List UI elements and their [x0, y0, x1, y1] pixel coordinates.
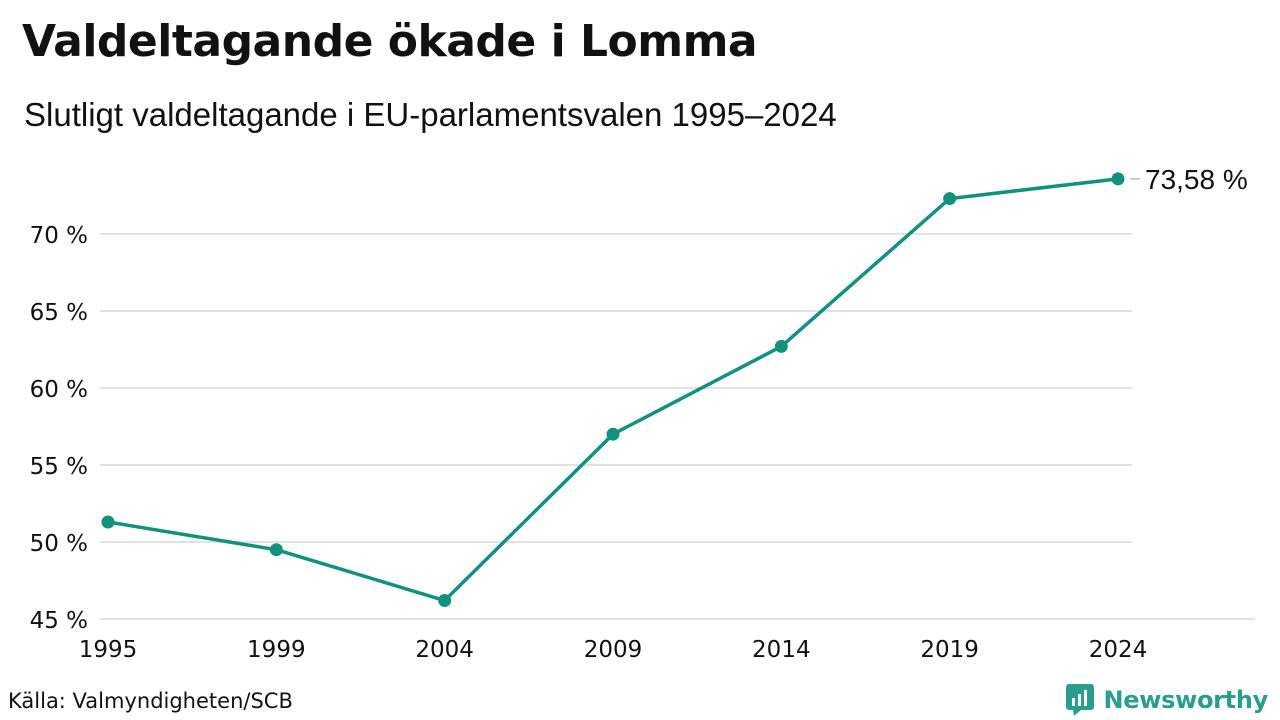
y-tick-label: 50 %: [30, 531, 88, 557]
chart-title: Valdeltagande ökade i Lomma: [22, 16, 758, 67]
data-point-2009: [606, 427, 620, 441]
chart-subtitle: Slutligt valdeltagande i EU-parlamentsva…: [24, 96, 837, 133]
data-point-1999: [269, 543, 283, 557]
brand-name: Newsworthy: [1103, 686, 1268, 714]
end-label-group: 73,58 %: [1130, 164, 1248, 195]
data-point-2014: [774, 339, 788, 353]
axis-labels: 45 % 50 % 55 % 60 % 65 % 70 % 1995 1999 2004 2009…: [30, 223, 1148, 663]
x-tick-label: 1995: [79, 637, 138, 663]
y-tick-label: 60 %: [30, 377, 88, 403]
x-tick-label: 1999: [247, 637, 306, 663]
end-value-label: 73,58 %: [1145, 164, 1248, 195]
source-note: Källa: Valmyndigheten/SCB: [8, 689, 293, 713]
data-point-1995: [101, 515, 115, 529]
newsworthy-logo-icon: [1066, 684, 1095, 716]
line-chart: 45 % 50 % 55 % 60 % 65 % 70 % 1995 1999 2004 2009…: [30, 164, 1255, 663]
data-point-2004: [438, 594, 452, 608]
x-tick-label: 2024: [1089, 637, 1148, 663]
y-tick-label: 55 %: [30, 454, 88, 480]
series-line-group: [106, 177, 1120, 603]
brand: Newsworthy: [1065, 683, 1268, 717]
x-tick-label: 2004: [415, 637, 474, 663]
x-tick-label: 2014: [752, 637, 811, 663]
data-point-2024: [1111, 172, 1125, 186]
y-tick-label: 45 %: [30, 608, 88, 634]
data-points: [101, 172, 1125, 608]
x-tick-label: 2009: [584, 637, 643, 663]
y-tick-label: 65 %: [30, 300, 88, 326]
series-line: [106, 177, 1120, 603]
x-tick-label: 2019: [920, 637, 979, 663]
data-point-2019: [943, 192, 957, 206]
gridlines: [100, 233, 1255, 620]
y-tick-label: 70 %: [30, 223, 88, 249]
